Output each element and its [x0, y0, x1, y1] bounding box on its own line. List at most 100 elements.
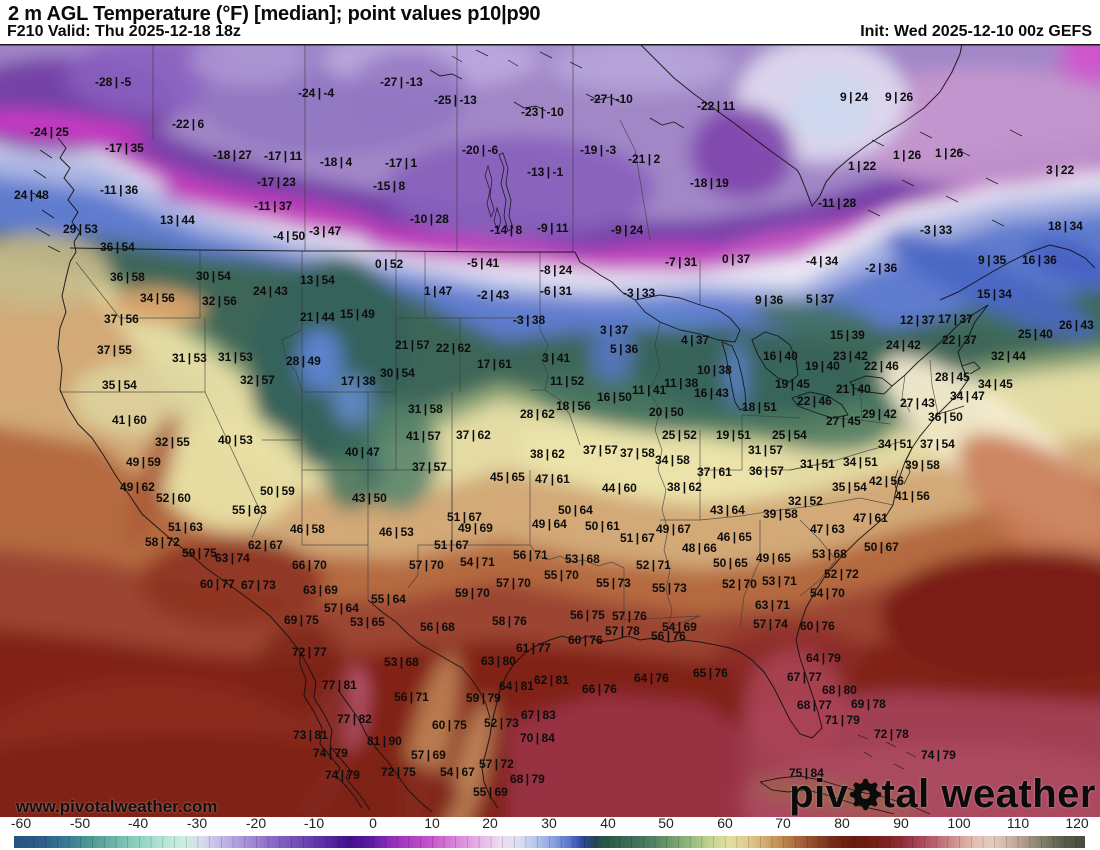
svg-text:30 | 54: 30 | 54 — [380, 366, 415, 380]
svg-text:9 | 24: 9 | 24 — [840, 90, 869, 104]
svg-text:52 | 70: 52 | 70 — [722, 577, 757, 591]
svg-text:-11 | 36: -11 | 36 — [100, 183, 139, 197]
svg-text:57 | 72: 57 | 72 — [479, 757, 514, 771]
svg-text:67 | 73: 67 | 73 — [241, 578, 276, 592]
svg-text:56 | 71: 56 | 71 — [394, 690, 429, 704]
svg-text:-3 | 33: -3 | 33 — [920, 223, 953, 237]
svg-text:48 | 66: 48 | 66 — [682, 541, 717, 555]
svg-text:9 | 36: 9 | 36 — [755, 293, 784, 307]
svg-text:25 | 52: 25 | 52 — [662, 428, 697, 442]
svg-text:74 | 79: 74 | 79 — [325, 768, 360, 782]
svg-text:1 | 26: 1 | 26 — [935, 146, 964, 160]
svg-text:63 | 69: 63 | 69 — [303, 583, 338, 597]
svg-text:19 | 51: 19 | 51 — [716, 428, 751, 442]
svg-text:64 | 81: 64 | 81 — [499, 679, 534, 693]
svg-text:55 | 69: 55 | 69 — [473, 785, 508, 799]
svg-text:-22 | 6: -22 | 6 — [172, 117, 205, 131]
svg-text:46 | 53: 46 | 53 — [379, 525, 414, 539]
svg-text:34 | 56: 34 | 56 — [140, 291, 175, 305]
svg-text:60 | 76: 60 | 76 — [800, 619, 835, 633]
svg-text:13 | 54: 13 | 54 — [300, 273, 335, 287]
svg-text:67 | 77: 67 | 77 — [787, 670, 822, 684]
svg-text:39 | 58: 39 | 58 — [905, 458, 940, 472]
svg-text:36 | 54: 36 | 54 — [100, 240, 135, 254]
svg-text:3 | 41: 3 | 41 — [542, 351, 571, 365]
svg-text:57 | 70: 57 | 70 — [409, 558, 444, 572]
svg-text:50 | 59: 50 | 59 — [260, 484, 295, 498]
svg-text:57 | 78: 57 | 78 — [605, 624, 640, 638]
svg-text:-4 | 34: -4 | 34 — [806, 254, 839, 268]
svg-text:16 | 40: 16 | 40 — [763, 349, 798, 363]
svg-text:17 | 38: 17 | 38 — [341, 374, 376, 388]
svg-text:10 | 38: 10 | 38 — [697, 363, 732, 377]
svg-text:42 | 56: 42 | 56 — [869, 474, 904, 488]
svg-text:-20 | -6: -20 | -6 — [462, 143, 499, 157]
svg-text:64 | 79: 64 | 79 — [806, 651, 841, 665]
svg-text:50 | 67: 50 | 67 — [864, 540, 899, 554]
svg-text:75 | 84: 75 | 84 — [789, 766, 824, 780]
svg-text:32 | 55: 32 | 55 — [155, 435, 190, 449]
svg-text:-8 | 24: -8 | 24 — [540, 263, 573, 277]
svg-text:22 | 46: 22 | 46 — [797, 394, 832, 408]
svg-text:-4 | 50: -4 | 50 — [273, 229, 306, 243]
svg-text:32 | 57: 32 | 57 — [240, 373, 275, 387]
svg-text:19 | 40: 19 | 40 — [805, 359, 840, 373]
svg-text:31 | 53: 31 | 53 — [172, 351, 207, 365]
svg-text:38 | 62: 38 | 62 — [667, 480, 702, 494]
svg-text:34 | 51: 34 | 51 — [843, 455, 878, 469]
svg-text:13 | 44: 13 | 44 — [160, 213, 195, 227]
svg-text:57 | 69: 57 | 69 — [411, 748, 446, 762]
svg-text:22 | 62: 22 | 62 — [436, 341, 471, 355]
svg-text:22 | 37: 22 | 37 — [942, 333, 977, 347]
svg-text:-7 | 31: -7 | 31 — [665, 255, 698, 269]
svg-text:52 | 72: 52 | 72 — [824, 567, 859, 581]
svg-text:53 | 68: 53 | 68 — [812, 547, 847, 561]
svg-text:46 | 65: 46 | 65 — [717, 530, 752, 544]
svg-text:66 | 70: 66 | 70 — [292, 558, 327, 572]
svg-text:68 | 79: 68 | 79 — [510, 772, 545, 786]
svg-text:69 | 78: 69 | 78 — [851, 697, 886, 711]
svg-text:74 | 79: 74 | 79 — [313, 746, 348, 760]
svg-text:-9 | 11: -9 | 11 — [537, 221, 569, 235]
svg-text:-24 | -4: -24 | -4 — [298, 86, 335, 100]
svg-text:49 | 65: 49 | 65 — [756, 551, 791, 565]
svg-text:71 | 79: 71 | 79 — [825, 713, 860, 727]
svg-text:28 | 62: 28 | 62 — [520, 407, 555, 421]
svg-text:60 | 76: 60 | 76 — [568, 633, 603, 647]
svg-text:22 | 46: 22 | 46 — [864, 359, 899, 373]
svg-text:40 | 47: 40 | 47 — [345, 445, 380, 459]
svg-text:34 | 47: 34 | 47 — [950, 389, 985, 403]
svg-text:-28 | -5: -28 | -5 — [95, 75, 132, 89]
svg-text:52 | 71: 52 | 71 — [636, 558, 671, 572]
svg-text:53 | 65: 53 | 65 — [350, 615, 385, 629]
svg-text:9 | 35: 9 | 35 — [978, 253, 1007, 267]
svg-text:28 | 45: 28 | 45 — [935, 370, 970, 384]
svg-text:54 | 69: 54 | 69 — [662, 620, 697, 634]
svg-text:16 | 43: 16 | 43 — [694, 386, 729, 400]
svg-text:-10 | 28: -10 | 28 — [410, 212, 449, 226]
svg-text:29 | 53: 29 | 53 — [63, 222, 98, 236]
svg-text:52 | 73: 52 | 73 — [484, 716, 519, 730]
svg-text:37 | 56: 37 | 56 — [104, 312, 139, 326]
svg-text:-25 | -13: -25 | -13 — [434, 93, 477, 107]
svg-text:53 | 68: 53 | 68 — [565, 552, 600, 566]
svg-text:55 | 63: 55 | 63 — [232, 503, 267, 517]
svg-text:-14 | 8: -14 | 8 — [490, 223, 523, 237]
svg-text:-17 | 11: -17 | 11 — [264, 149, 303, 163]
svg-text:3 | 37: 3 | 37 — [600, 323, 629, 337]
svg-text:27 | 43: 27 | 43 — [900, 396, 935, 410]
svg-text:31 | 53: 31 | 53 — [218, 350, 253, 364]
svg-text:21 | 57: 21 | 57 — [395, 338, 430, 352]
svg-text:41 | 60: 41 | 60 — [112, 413, 147, 427]
svg-text:12 | 37: 12 | 37 — [900, 313, 935, 327]
svg-text:16 | 50: 16 | 50 — [597, 390, 632, 404]
svg-text:51 | 67: 51 | 67 — [447, 510, 482, 524]
svg-text:11 | 41: 11 | 41 — [632, 383, 667, 397]
svg-text:61 | 77: 61 | 77 — [516, 641, 551, 655]
svg-text:50 | 65: 50 | 65 — [713, 556, 748, 570]
svg-text:-11 | 28: -11 | 28 — [818, 196, 857, 210]
svg-text:-11 | 37: -11 | 37 — [254, 199, 293, 213]
svg-text:0 | 52: 0 | 52 — [375, 257, 404, 271]
svg-text:63 | 71: 63 | 71 — [755, 598, 790, 612]
svg-text:5 | 36: 5 | 36 — [610, 342, 639, 356]
